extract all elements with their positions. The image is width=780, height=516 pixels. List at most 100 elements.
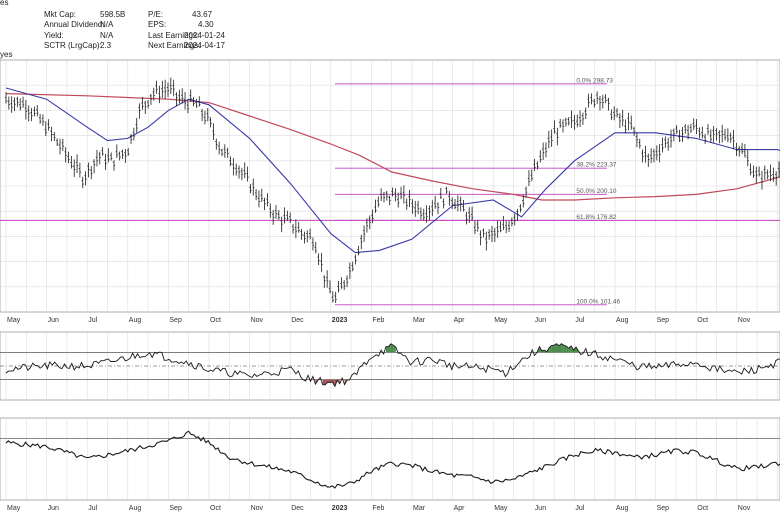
price-bar [328, 280, 332, 294]
price-bar [195, 98, 198, 108]
price-bar [64, 147, 67, 163]
price-bar [118, 151, 121, 161]
price-bar [695, 119, 698, 135]
price-bar [41, 114, 45, 126]
price-bar [450, 197, 454, 209]
field-value: N/A [100, 20, 114, 29]
price-bar [183, 92, 187, 110]
price-bar [161, 80, 164, 99]
price-bar [53, 131, 56, 141]
price-bar [743, 143, 747, 158]
x-tick-label: Oct [210, 505, 221, 512]
price-bar [129, 133, 133, 144]
price-bar [468, 207, 471, 224]
price-bar [379, 188, 383, 202]
price-bar [374, 199, 377, 213]
x-tick-label: May [7, 505, 21, 512]
price-bar [593, 98, 596, 108]
price-bar [146, 100, 150, 109]
price-bar [612, 106, 616, 121]
price-bar [38, 113, 42, 124]
price-bar [649, 148, 653, 164]
price-bar [473, 220, 477, 235]
price-bar [144, 100, 147, 114]
price-bar [237, 165, 241, 179]
x-tick-label: 2023 [332, 505, 348, 512]
price-bar [632, 126, 636, 136]
price-bar [419, 207, 423, 220]
price-bar [453, 198, 457, 210]
price-bar [533, 158, 536, 171]
price-bar [570, 110, 573, 129]
price-bar [740, 142, 744, 155]
price-bar [527, 170, 531, 187]
price-bar [465, 212, 468, 225]
x-tick-label: Mar [413, 505, 426, 512]
price-bar [92, 159, 96, 174]
price-bar [681, 126, 684, 143]
price-bar [198, 96, 201, 107]
price-bar [539, 150, 542, 163]
x-tick-label: Jun [535, 317, 546, 324]
x-tick-label: Feb [372, 317, 384, 324]
price-bar [115, 144, 119, 158]
x-tick-label: Aug [616, 317, 629, 324]
price-bar [98, 151, 101, 165]
price-bar [414, 200, 417, 217]
price-bar [257, 190, 261, 208]
price-bar [652, 148, 656, 163]
field-label: Annual Dividend: [44, 20, 105, 29]
price-bar [340, 277, 343, 289]
price-bar [73, 159, 76, 177]
price-bar [576, 114, 579, 128]
field-value: 4.30 [198, 20, 214, 29]
price-bar [686, 124, 690, 140]
price-bar [21, 96, 25, 108]
price-bar [490, 225, 494, 242]
field-label: P/E: [148, 10, 164, 19]
osc-oversold-fill [322, 379, 326, 385]
x-tick-label: Oct [697, 505, 708, 512]
price-bar [561, 119, 565, 133]
x-tick-label: 2023 [332, 317, 348, 324]
price-bar [220, 148, 224, 157]
price-bar [755, 166, 758, 184]
price-bar [487, 229, 491, 240]
price-bar [422, 208, 425, 221]
price-bar [669, 129, 673, 148]
price-bar [661, 137, 664, 153]
price-bar [621, 109, 624, 127]
osc-overbought-fill [568, 346, 572, 353]
price-bar [235, 163, 238, 176]
fib-level-label: 38.2% 223.37 [576, 162, 617, 169]
osc-overbought-fill [563, 345, 567, 353]
price-bar [277, 209, 281, 220]
price-bar [485, 231, 488, 251]
osc-line [5, 343, 780, 388]
price-bar [522, 194, 525, 208]
price-bar [377, 196, 380, 208]
price-bar [189, 89, 192, 102]
x-tick-label: Jun [48, 317, 59, 324]
field-value: 43.67 [192, 10, 213, 19]
osc-overbought-fill [554, 343, 557, 353]
price-bar [666, 137, 670, 151]
price-bar [499, 221, 502, 233]
price-bar [311, 237, 315, 251]
x-tick-label: Nov [251, 505, 264, 512]
price-bar [58, 138, 62, 155]
price-bar [757, 166, 761, 177]
price-bar [109, 152, 113, 161]
price-bar [763, 165, 767, 180]
osc-overbought-fill [390, 343, 394, 353]
price-bar [519, 204, 522, 213]
price-bar [289, 212, 292, 224]
price-bar [178, 89, 181, 104]
price-bar [684, 124, 687, 134]
x-tick-label: Oct [210, 317, 221, 324]
price-bar [263, 197, 266, 211]
fib-level-label: 0.0% 298.73 [576, 77, 613, 84]
x-tick-label: Jun [535, 505, 546, 512]
x-tick-label: May [7, 317, 21, 324]
